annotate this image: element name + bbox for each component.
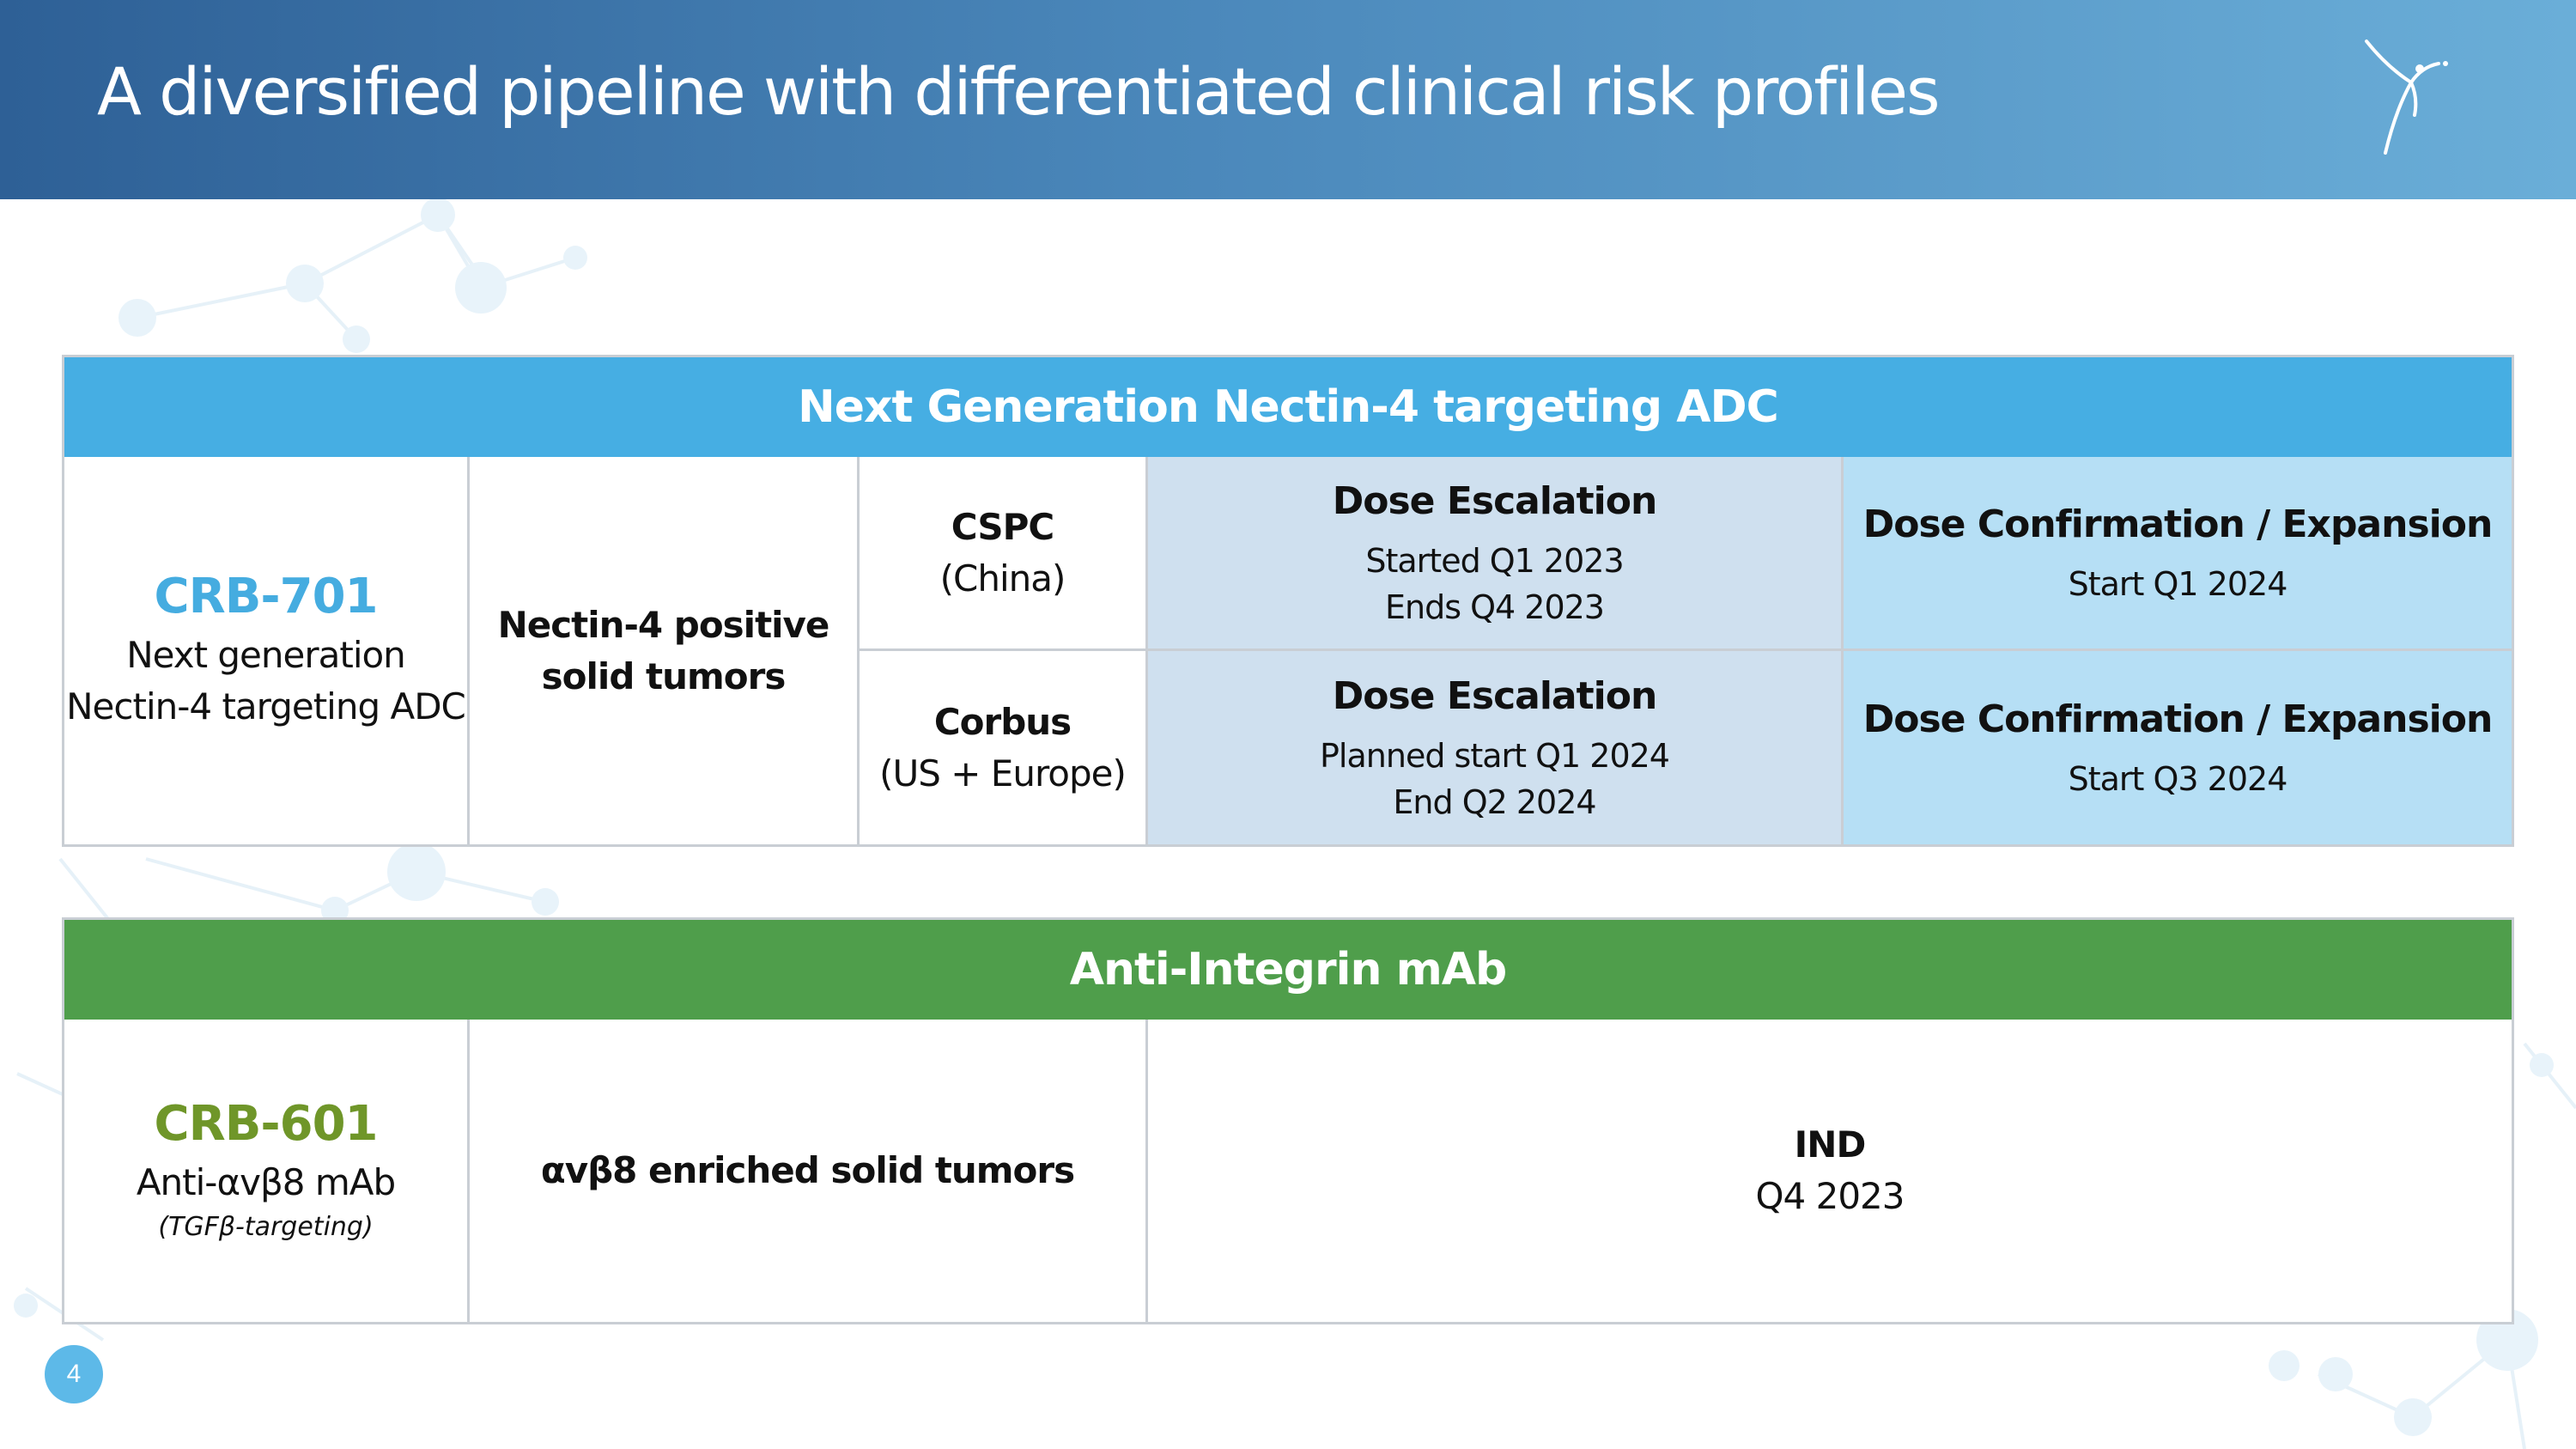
integrin-indication: αvβ8 enriched solid tumors [540,1149,1075,1191]
corbus-region: (US + Europe) [879,752,1127,795]
crb701-drug-cell: CRB-701 Next generation Nectin-4 targeti… [64,457,470,844]
crb601-description: Anti-αvβ8 mAb [136,1160,396,1203]
crb701-description-line2: Nectin-4 targeting ADC [66,685,466,728]
cspc-expansion-start: Start Q1 2024 [2068,564,2288,603]
cspc-sponsor-cell: CSPC (China) [860,457,1148,651]
crb601-note: (TGFβ-targeting) [158,1211,374,1242]
page-number-badge: 4 [45,1345,103,1403]
corbus-expansion-title: Dose Confirmation / Expansion [1862,697,2494,741]
nectin-pipeline-table: Next Generation Nectin-4 targeting ADC C… [62,355,2514,847]
ind-milestone-cell: IND Q4 2023 [1148,1020,2512,1322]
nectin-indication-line2: solid tumors [541,654,787,697]
crb701-description-line1: Next generation [126,634,406,676]
integrin-indication-cell: αvβ8 enriched solid tumors [470,1020,1148,1322]
crb601-code: CRB-601 [154,1095,378,1152]
page-title: A diversified pipeline with differentiat… [97,53,1941,130]
ind-milestone-date: Q4 2023 [1755,1175,1905,1217]
cspc-sponsor: CSPC [951,505,1054,548]
corbus-escalation-end: End Q2 2024 [1393,782,1596,821]
ind-milestone-title: IND [1794,1123,1867,1166]
corbus-dose-expansion-cell: Dose Confirmation / Expansion Start Q3 2… [1844,651,2512,844]
dancing-figure-logo-icon [2365,40,2448,155]
integrin-pipeline-table: Anti-Integrin mAb CRB-601 Anti-αvβ8 mAb … [62,917,2514,1324]
crb701-code: CRB-701 [154,569,378,624]
cspc-escalation-title: Dose Escalation [1332,478,1658,523]
cspc-escalation-start: Started Q1 2023 [1365,541,1624,580]
cspc-dose-expansion-cell: Dose Confirmation / Expansion Start Q1 2… [1844,457,2512,651]
nectin-indication-line1: Nectin-4 positive [497,603,830,646]
nectin-indication-cell: Nectin-4 positive solid tumors [470,457,860,844]
cspc-expansion-title: Dose Confirmation / Expansion [1862,502,2494,546]
cspc-dose-escalation-cell: Dose Escalation Started Q1 2023 Ends Q4 … [1148,457,1844,651]
page-number: 4 [66,1360,82,1388]
corbus-sponsor-cell: Corbus (US + Europe) [860,651,1148,844]
cspc-region: (China) [939,557,1066,600]
header-band: A diversified pipeline with differentiat… [0,0,2576,199]
corbus-escalation-title: Dose Escalation [1332,673,1658,718]
integrin-band-header: Anti-Integrin mAb [64,920,2512,1020]
corbus-dose-escalation-cell: Dose Escalation Planned start Q1 2024 En… [1148,651,1844,844]
corbus-sponsor: Corbus [933,700,1072,743]
nectin-band-header: Next Generation Nectin-4 targeting ADC [64,357,2512,457]
cspc-escalation-end: Ends Q4 2023 [1385,588,1605,626]
corbus-escalation-start: Planned start Q1 2024 [1320,736,1670,775]
crb601-drug-cell: CRB-601 Anti-αvβ8 mAb (TGFβ-targeting) [64,1020,470,1322]
nectin-band-title: Next Generation Nectin-4 targeting ADC [798,381,1779,433]
integrin-band-title: Anti-Integrin mAb [1069,944,1507,995]
corbus-expansion-start: Start Q3 2024 [2068,759,2288,798]
